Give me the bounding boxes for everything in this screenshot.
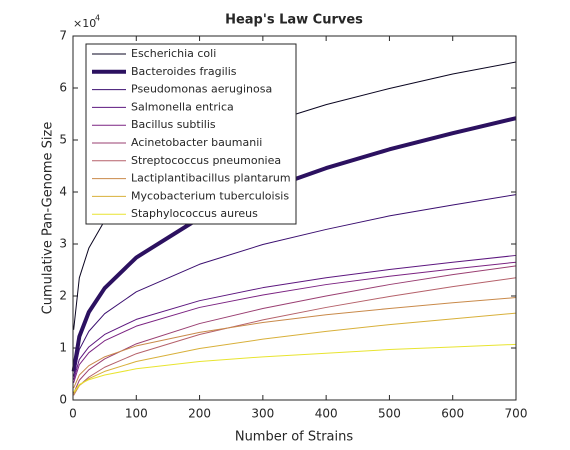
legend-box (85, 43, 297, 225)
legend-label: Mycobacterium tuberculoisis (131, 189, 289, 202)
x-tick-label: 300 (251, 407, 274, 421)
legend-label: Pseudomonas aeruginosa (131, 83, 272, 96)
chart-title: Heap's Law Curves (225, 13, 363, 28)
x-tick-label: 200 (188, 407, 211, 421)
series-line (73, 265, 517, 394)
series-line (73, 343, 517, 393)
series-line (73, 254, 517, 380)
y-tick-label: 2 (59, 289, 67, 303)
y-tick-label: 0 (59, 393, 67, 407)
y-tick-label: 6 (59, 81, 67, 95)
series-line (73, 277, 517, 396)
x-tick-label: 100 (125, 407, 148, 421)
series-line (73, 297, 517, 389)
legend-label: Staphylococcus aureus (131, 207, 258, 220)
legend-label: Lactiplantibacillus plantarum (131, 172, 291, 185)
y-multiplier-exponent: 4 (95, 14, 100, 23)
y-tick-label: 7 (59, 29, 67, 43)
x-tick-label: 0 (69, 407, 77, 421)
legend-label: Bacillus subtilis (131, 118, 216, 131)
y-axis-label: Cumulative Pan-Genome Size (41, 122, 56, 315)
y-multiplier: ×10 (73, 17, 96, 30)
series-line (73, 261, 517, 383)
plot-frame (72, 35, 517, 401)
x-tick-label: 600 (441, 407, 464, 421)
legend-label: Salmonella entrica (131, 100, 234, 113)
y-tick-label: 4 (59, 185, 67, 199)
y-tick-label: 5 (59, 133, 67, 147)
legend-label: Acinetobacter baumanii (131, 136, 262, 149)
x-tick-label: 500 (378, 407, 401, 421)
legend-label: Bacteroides fragilis (131, 65, 237, 78)
legend-label: Streptococcus pneumoniea (131, 154, 281, 167)
x-axis-label: Number of Strains (235, 430, 354, 445)
x-tick-label: 400 (315, 407, 338, 421)
x-tick-label: 700 (505, 407, 528, 421)
y-tick-label: 3 (59, 237, 67, 251)
legend-label: Escherichia coli (131, 47, 216, 60)
series-line (73, 194, 517, 377)
y-tick-label: 1 (59, 341, 67, 355)
